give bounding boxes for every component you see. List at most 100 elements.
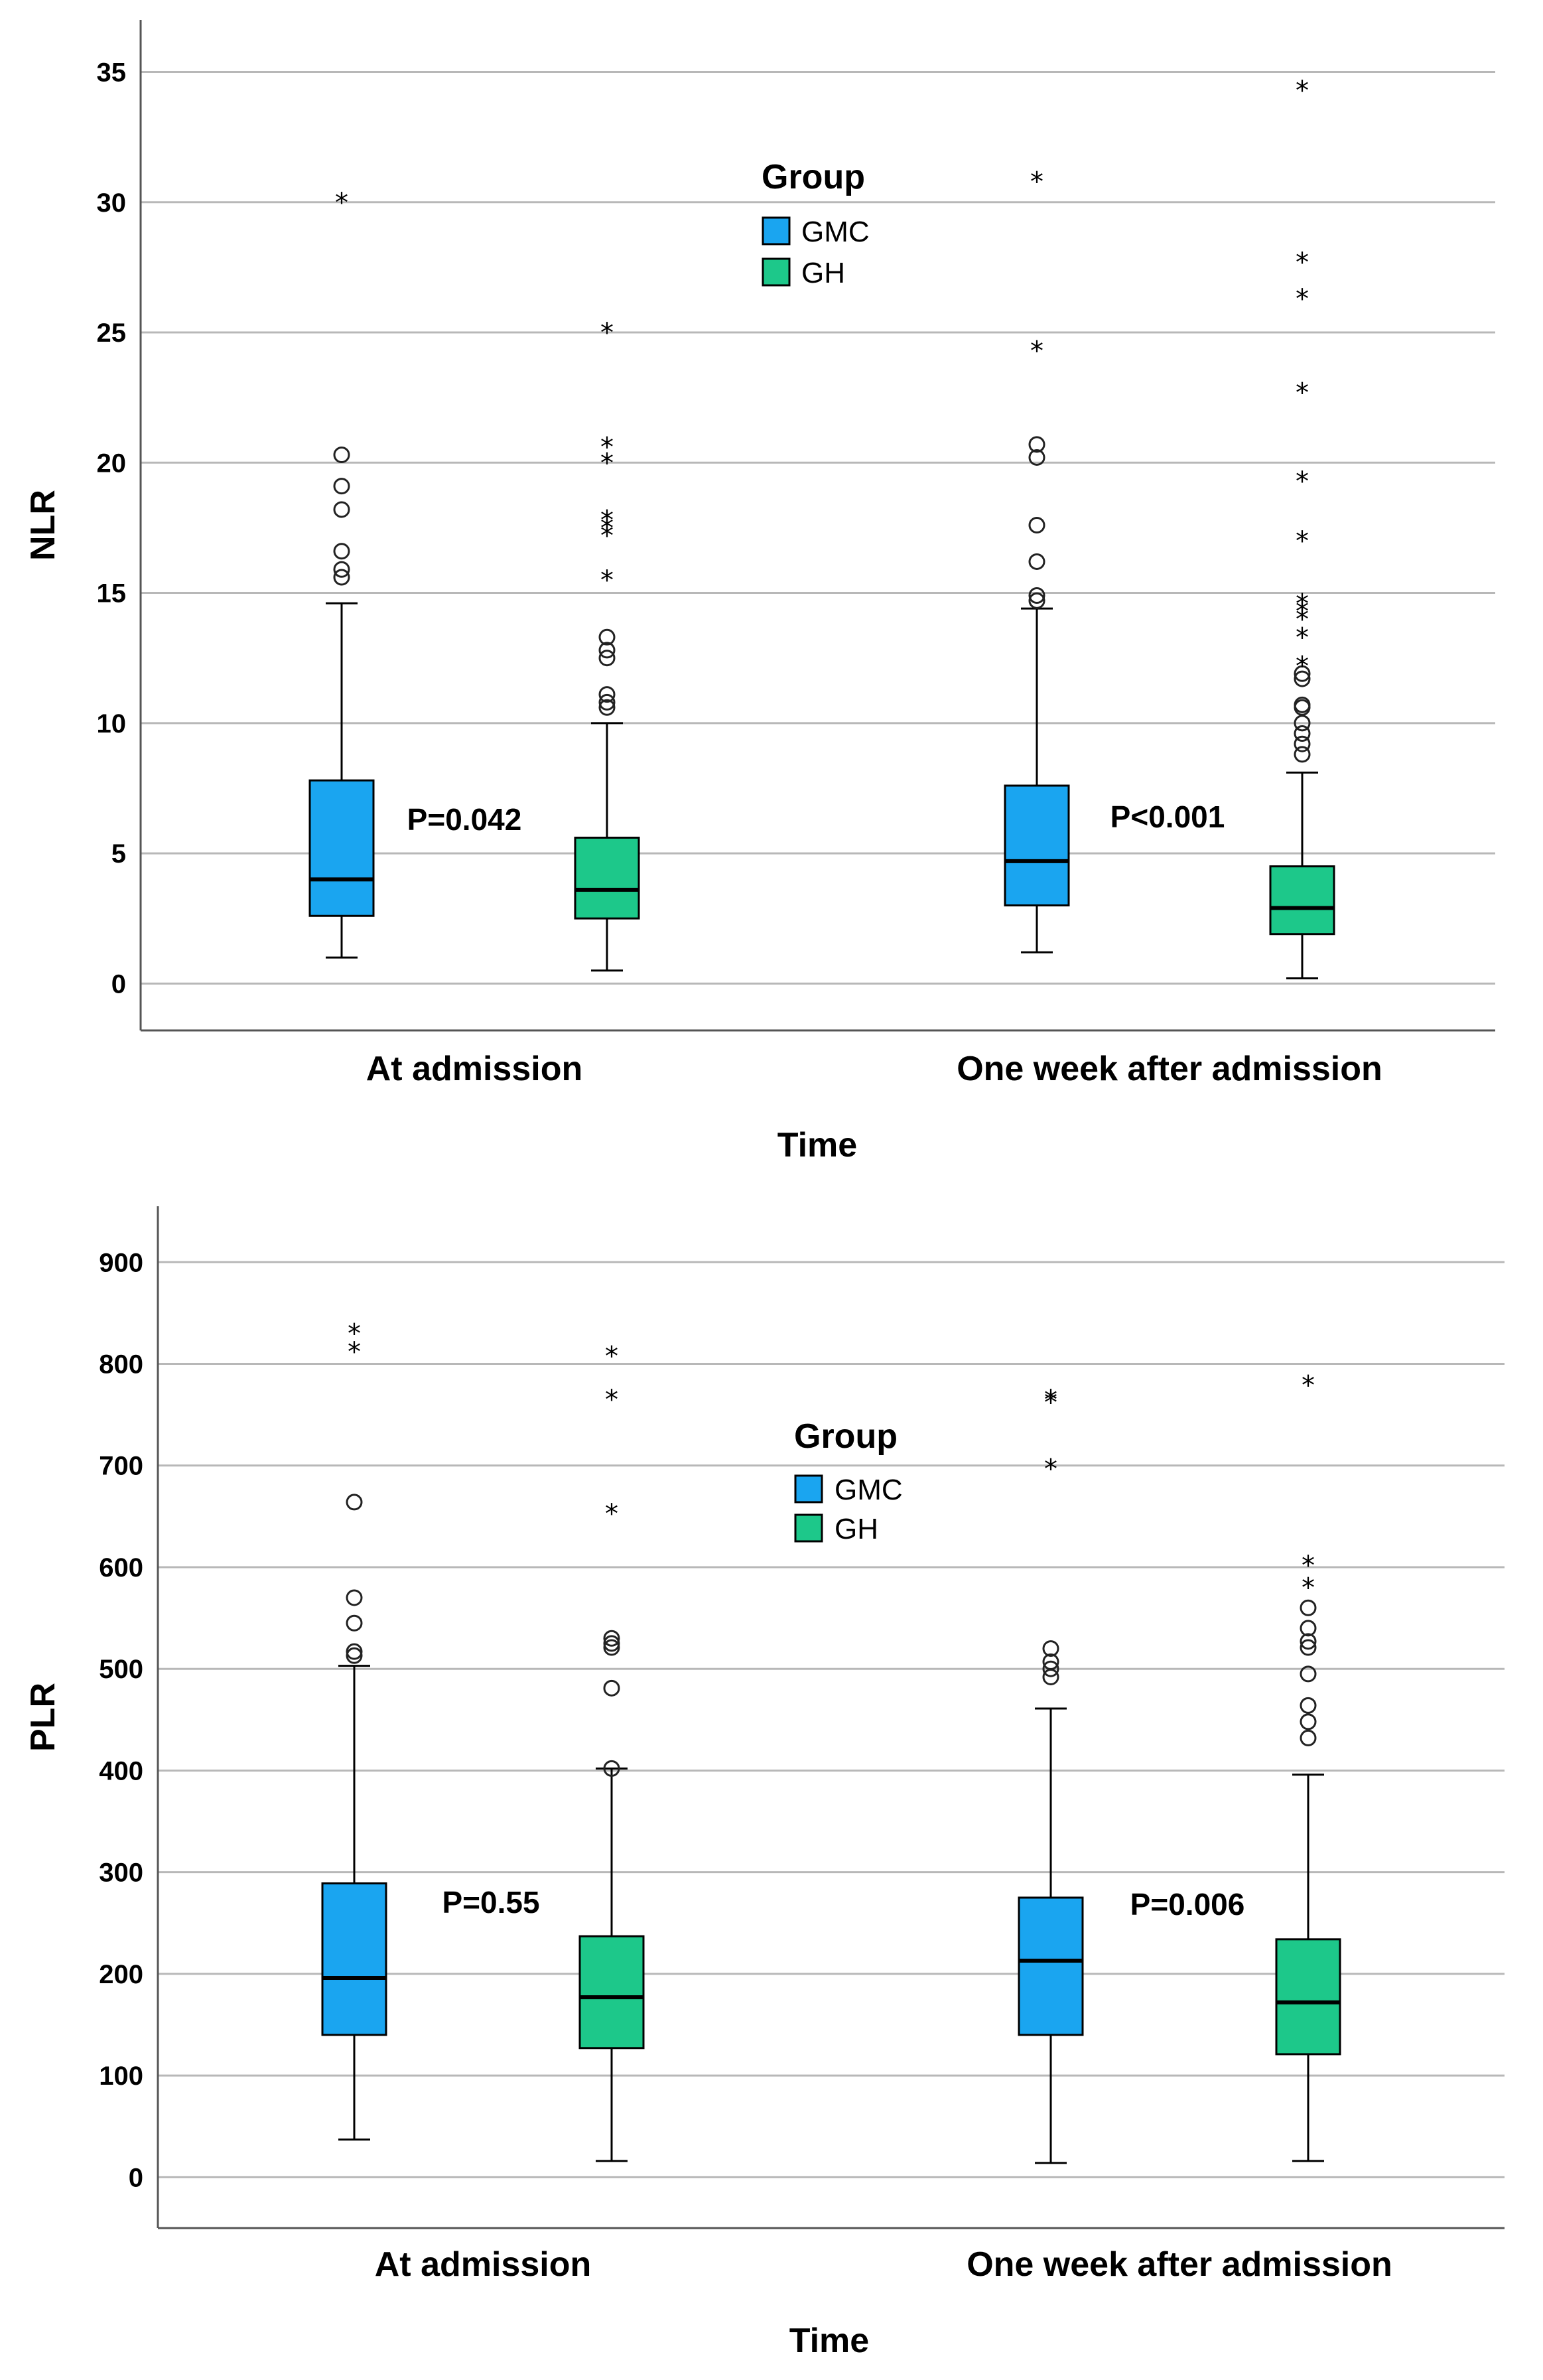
extreme-point: * (1044, 1454, 1057, 1484)
extreme-point: * (1044, 1385, 1057, 1415)
extreme-point: * (1296, 589, 1309, 619)
outlier-point (1300, 1665, 1317, 1683)
y-tick-label: 35 (97, 58, 127, 88)
legend: Group GMC GH (794, 1417, 903, 1545)
box-gh-one-week: *********** (1269, 76, 1335, 979)
outlier-point (603, 1760, 620, 1777)
iqr-box (1269, 865, 1335, 936)
box-gmc-admission: * (308, 188, 375, 959)
x-axis-title: Time (777, 1126, 857, 1164)
outlier-point (598, 628, 616, 646)
outlier-point (1294, 735, 1311, 752)
legend-swatch-gmc (794, 1474, 823, 1504)
outlier-point (1294, 725, 1311, 742)
iqr-box (578, 1935, 645, 2050)
outlier-point (598, 693, 616, 711)
outlier-point (1028, 517, 1045, 533)
extreme-point: * (1302, 1551, 1315, 1581)
outlier-point (333, 501, 350, 518)
y-axis-title: NLR (24, 490, 62, 561)
x-category-label: At admission (366, 1050, 583, 1088)
outlier-point (1294, 670, 1311, 687)
outlier-point (1294, 715, 1311, 732)
extreme-point: * (600, 433, 614, 463)
extreme-point: * (600, 318, 614, 348)
y-tick-label: 25 (97, 318, 127, 348)
box-gmc-admission: ** (321, 1319, 387, 2141)
x-axis-title: Time (789, 2322, 869, 2360)
legend-label-gmc: GMC (801, 216, 870, 248)
extreme-point: * (1296, 596, 1309, 627)
y-tick-label: 5 (111, 839, 126, 869)
extreme-point: * (348, 1337, 361, 1367)
outlier-point (598, 642, 616, 659)
y-tick-label: 10 (97, 709, 127, 738)
legend-swatch-gh (762, 257, 791, 287)
y-tick-label: 400 (99, 1756, 143, 1785)
outlier-point (346, 1647, 363, 1664)
y-tick-label: 900 (99, 1248, 143, 1277)
legend-swatch-gh (794, 1513, 823, 1543)
y-tick-label: 0 (129, 2163, 143, 2192)
extreme-point: * (605, 1341, 618, 1371)
outlier-point (1300, 1697, 1317, 1714)
y-tick-label: 500 (99, 1655, 143, 1684)
outlier-point (1300, 1620, 1317, 1637)
y-tick-label: 300 (99, 1858, 143, 1888)
extreme-point: * (1296, 622, 1309, 653)
extreme-point: * (1296, 604, 1309, 635)
extreme-point: * (605, 1385, 618, 1415)
extreme-point: * (600, 448, 614, 478)
outlier-point (1294, 665, 1311, 682)
outlier-point (1300, 1639, 1317, 1656)
box-gmc-one-week: *** (1018, 1385, 1084, 2164)
outlier-point (598, 650, 616, 667)
iqr-box (574, 837, 640, 920)
y-tick-label: 800 (99, 1350, 143, 1379)
extreme-point: * (1030, 336, 1043, 367)
legend-label-gh: GH (801, 257, 845, 289)
outlier-point (1028, 436, 1045, 453)
iqr-box (321, 1882, 387, 2036)
iqr-box (1275, 1938, 1341, 2056)
y-tick-label: 0 (111, 969, 126, 999)
x-category-label: One week after admission (967, 2245, 1392, 2284)
extreme-point: * (1302, 1371, 1315, 1401)
extreme-point: * (600, 521, 614, 551)
chart-nlr: 0 5 10 15 20 25 30 35 At admission One week after… (24, 20, 1495, 1164)
legend: Group GMC GH (762, 158, 870, 289)
outlier-point (346, 1494, 363, 1511)
outlier-point (1300, 1633, 1317, 1650)
p-value-label: P=0.006 (1130, 1887, 1245, 1922)
y-tick-label: 30 (97, 188, 127, 218)
p-value-label: P=0.042 (407, 802, 522, 837)
legend-title: Group (762, 158, 865, 196)
outlier-point (603, 1630, 620, 1647)
p-value-label: P=0.55 (442, 1885, 539, 1920)
outlier-point (1042, 1640, 1059, 1657)
y-tick-label: 100 (99, 2062, 143, 2091)
extreme-point: * (1296, 247, 1309, 278)
outlier-point (1300, 1729, 1317, 1746)
y-axis-title: PLR (24, 1683, 62, 1752)
chart-plr: 0 100 200 300 400 500 600 700 800 900 At admission… (24, 1206, 1505, 2360)
x-category-label: At admission (375, 2245, 592, 2284)
outlier-point (1294, 746, 1311, 763)
box-gh-admission: ******* (574, 318, 640, 972)
y-tick-label: 200 (99, 1960, 143, 1989)
outlier-point (1042, 1653, 1059, 1670)
outlier-point (1028, 449, 1045, 466)
legend-label-gh: GH (835, 1513, 878, 1545)
extreme-point: * (1296, 466, 1309, 497)
outlier-point (346, 1643, 363, 1660)
extreme-point: * (600, 506, 614, 536)
legend-swatch-gmc (762, 216, 791, 245)
outlier-point (603, 1639, 620, 1656)
outlier-point (1028, 553, 1045, 570)
outlier-point (333, 569, 350, 586)
extreme-point: * (335, 188, 348, 218)
extreme-point: * (1296, 284, 1309, 315)
outlier-point (1028, 587, 1045, 604)
extreme-point: * (1296, 76, 1309, 106)
